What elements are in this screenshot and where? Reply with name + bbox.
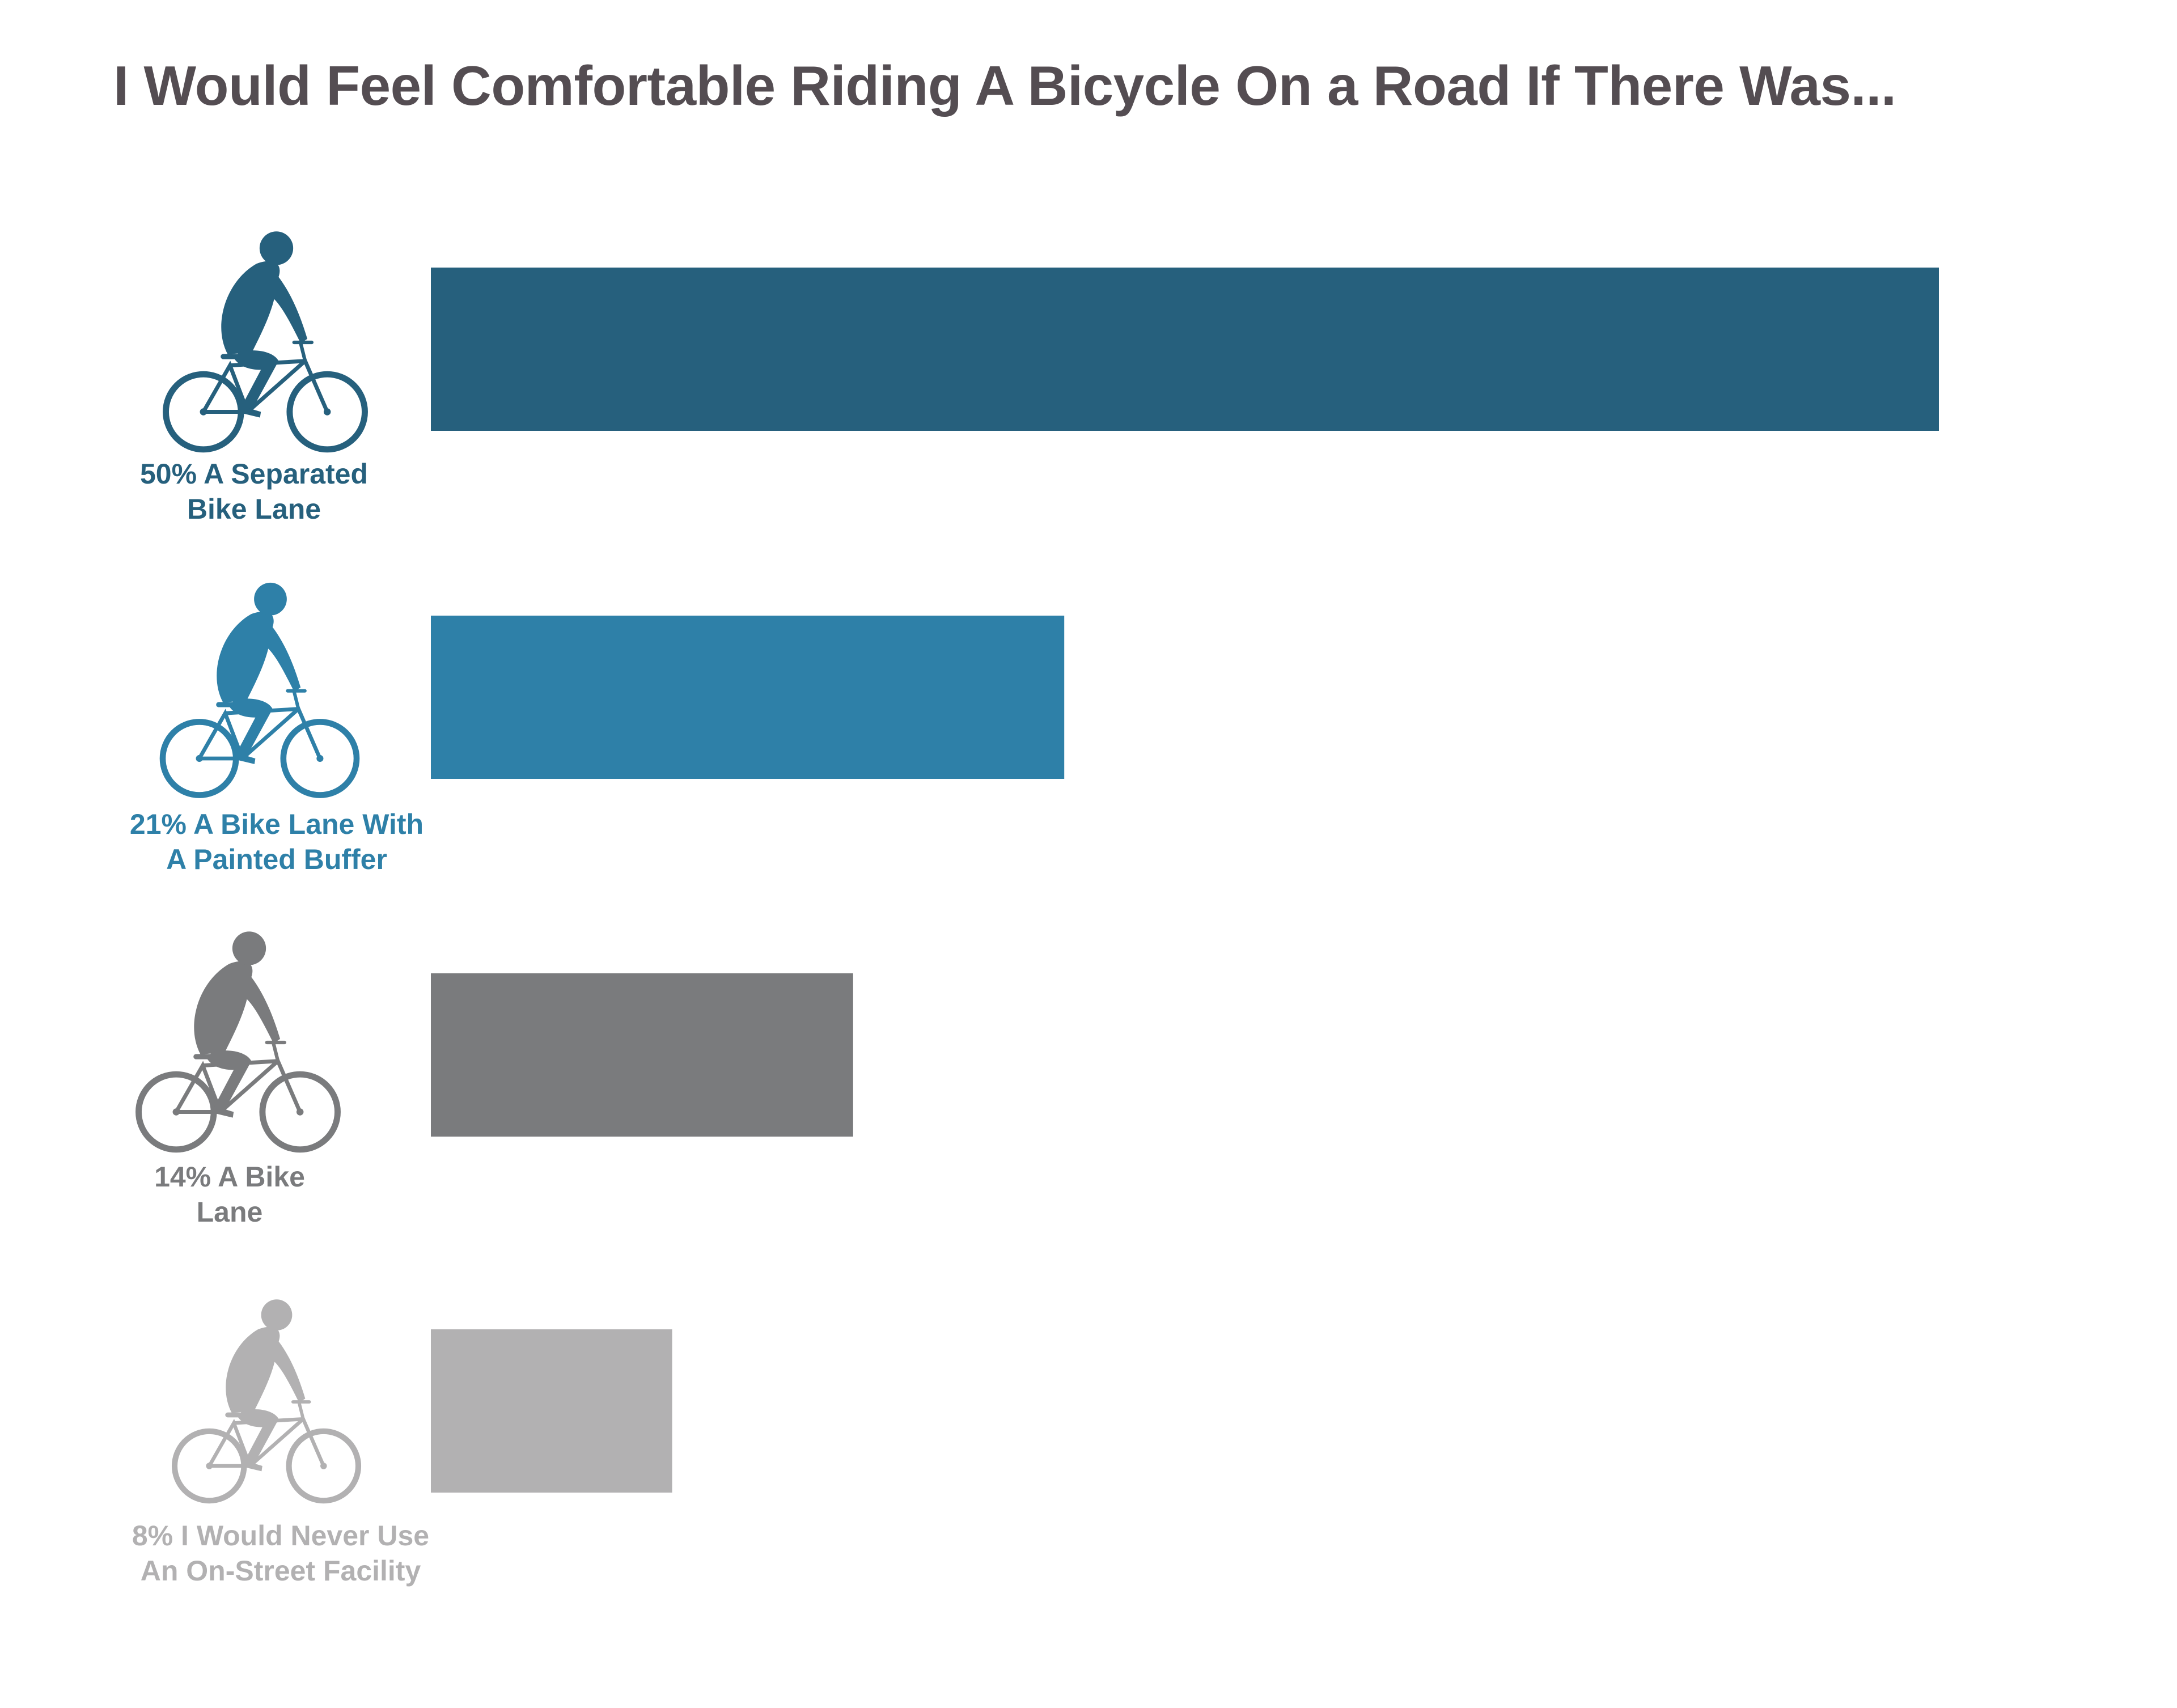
bar-2 [431, 616, 1065, 779]
category-label-1: 50% A Separated Bike Lane [50, 456, 458, 527]
category-label-line1: 8% I Would Never Use [132, 1520, 430, 1552]
category-label-line1: 14% A Bike [154, 1161, 305, 1193]
chart-title: I Would Feel Comfortable Riding A Bicycl… [113, 54, 1896, 117]
category-label-2: 21% A Bike Lane With A Painted Buffer [73, 807, 481, 877]
category-label-line2: An On-Street Facility [140, 1555, 421, 1587]
cyclist-city-bike-icon [163, 583, 357, 795]
bar-3 [431, 973, 853, 1137]
cyclist-commuter-icon [166, 231, 365, 450]
bar-4 [431, 1329, 672, 1493]
bar-1 [431, 268, 1939, 431]
category-label-line2: Bike Lane [187, 493, 321, 525]
category-label-line1: 21% A Bike Lane With [129, 808, 424, 840]
category-label-line1: 50% A Separated [139, 458, 369, 490]
category-label-line2: Lane [196, 1196, 263, 1228]
category-label-line2: A Painted Buffer [166, 844, 387, 875]
category-label-3: 14% A Bike Lane [26, 1159, 434, 1230]
cyclist-casual-icon [175, 1299, 358, 1501]
cyclist-road-bike-icon [139, 931, 338, 1150]
category-label-4: 8% I Would Never Use An On-Street Facilit… [77, 1518, 485, 1588]
